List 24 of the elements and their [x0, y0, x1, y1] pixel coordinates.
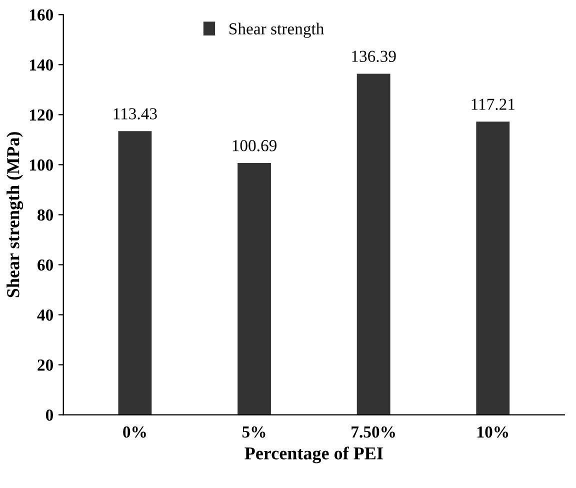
- data-label: 136.39: [352, 50, 396, 62]
- bar: [476, 122, 510, 415]
- x-tick-label: 5%: [242, 426, 266, 438]
- y-tick-label: 80: [38, 209, 53, 221]
- bar: [238, 162, 271, 415]
- legend-label: Shear strength: [230, 22, 324, 38]
- data-label: 113.43: [114, 108, 157, 120]
- bar: [118, 131, 152, 415]
- y-tick-label: 60: [38, 259, 53, 271]
- y-tick-label: 140: [30, 59, 53, 71]
- y-tick-label: 100: [30, 159, 53, 171]
- y-tick-label: 0: [46, 410, 53, 421]
- bar: [356, 74, 390, 415]
- y-tick-label: 160: [30, 9, 53, 21]
- x-tick-label: 0%: [123, 426, 146, 438]
- x-axis-title: Percentage of PEI: [244, 446, 383, 464]
- y-axis-title: Shear strength (MPa): [6, 132, 24, 298]
- y-tick-label: 120: [30, 109, 53, 121]
- x-tick-label: 10%: [478, 426, 508, 438]
- y-tick-label: 20: [38, 359, 53, 371]
- data-label: 100.69: [232, 140, 276, 152]
- data-label: 117.21: [472, 98, 514, 110]
- x-tick-label: 7.50%: [352, 426, 395, 438]
- y-tick-label: 40: [37, 309, 53, 321]
